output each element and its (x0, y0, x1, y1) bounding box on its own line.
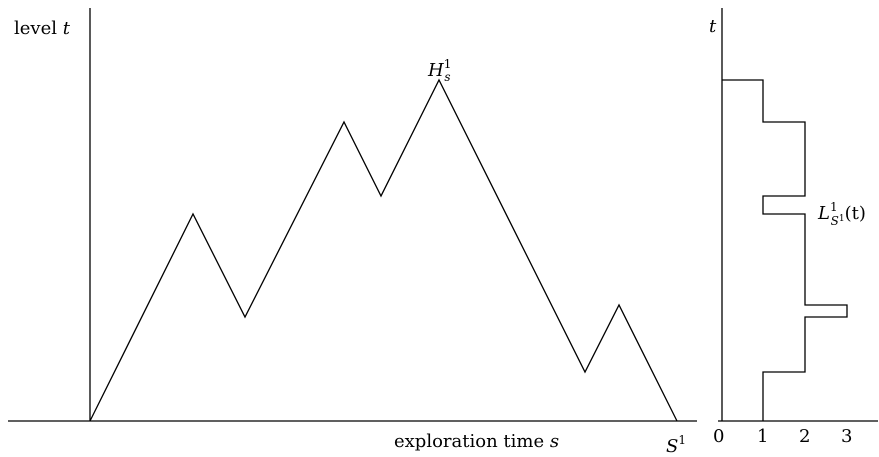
peak-label: H1 s (427, 57, 451, 84)
x-tick-3: 3 (841, 426, 852, 447)
x-tick-1: 1 (757, 426, 768, 447)
left-diagram: level t H1 s exploration time s S1 (8, 8, 697, 457)
end-time-label: S1 (666, 433, 686, 457)
contour-function-path (89, 78, 678, 422)
local-time-label: L1 S1(t) (817, 200, 866, 228)
level-axis-label: level t (14, 18, 71, 39)
local-time-step-path (722, 79, 848, 421)
x-tick-2: 2 (799, 426, 810, 447)
x-tick-0: 0 (713, 426, 724, 447)
exploration-time-label: exploration time s (394, 431, 559, 452)
right-t-axis-label: t (709, 16, 717, 37)
right-diagram: t L1 S1(t) 0 1 2 3 (709, 8, 878, 447)
